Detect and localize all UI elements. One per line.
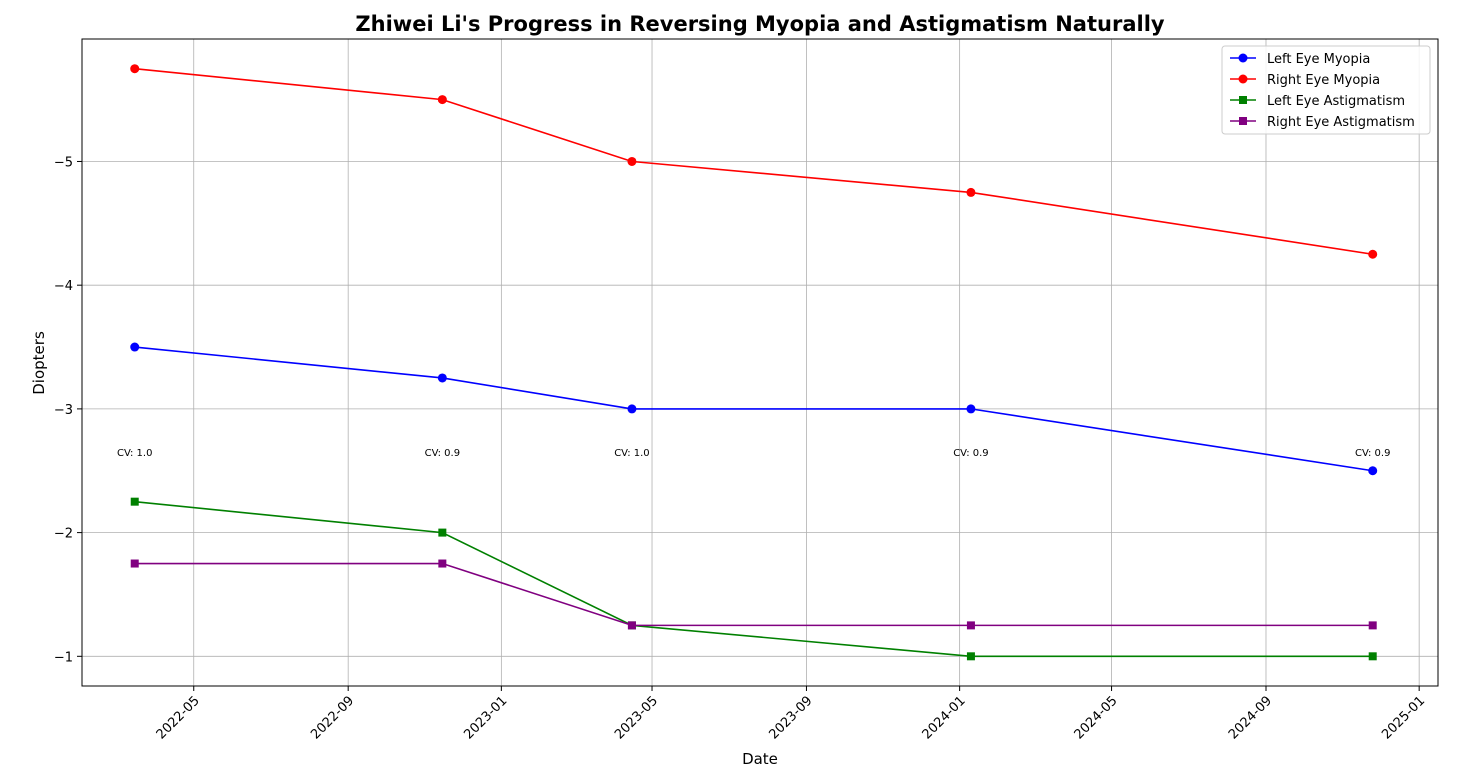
legend-marker — [1238, 53, 1248, 63]
y-tick-label: −5 — [54, 155, 73, 170]
data-point — [130, 64, 140, 74]
data-point — [130, 342, 140, 352]
data-point — [130, 559, 139, 568]
legend-label: Right Eye Astigmatism — [1267, 115, 1415, 130]
series-line-2 — [134, 500, 1373, 658]
series-lines — [130, 64, 1378, 661]
y-tick-label: −4 — [54, 279, 73, 294]
data-point — [438, 559, 447, 568]
x-axis-label: Date — [742, 750, 778, 768]
x-tick-label: 2023-09 — [766, 693, 815, 742]
y-tick-label: −2 — [54, 527, 73, 542]
cv-annotation: CV: 0.9 — [953, 448, 988, 459]
data-point — [966, 187, 976, 197]
data-point — [627, 156, 637, 166]
legend-frame — [1221, 45, 1431, 135]
data-point — [966, 404, 976, 414]
data-point — [1368, 249, 1378, 259]
data-point — [438, 528, 447, 537]
chart-title: Zhiwei Li's Progress in Reversing Myopia… — [355, 12, 1164, 36]
x-tick-label: 2022-05 — [154, 693, 203, 742]
x-tick-label: 2025-01 — [1379, 693, 1428, 742]
data-point — [1368, 621, 1377, 630]
y-tick-label: −3 — [54, 403, 73, 418]
legend-marker — [1239, 96, 1247, 104]
data-point — [1368, 466, 1378, 476]
cv-annotation: CV: 1.0 — [117, 448, 152, 459]
legend-label: Left Eye Myopia — [1267, 52, 1370, 67]
data-point — [627, 621, 636, 630]
legend-label: Right Eye Myopia — [1267, 73, 1380, 88]
data-point — [1368, 652, 1377, 661]
x-tick-label: 2024-01 — [920, 693, 969, 742]
y-tick-label: −1 — [54, 650, 73, 665]
cv-annotation: CV: 1.0 — [614, 448, 649, 459]
series-line-3 — [134, 562, 1373, 627]
cv-annotation: CV: 0.9 — [425, 448, 460, 459]
y-axis-label: Diopters — [30, 331, 48, 395]
data-point — [627, 404, 637, 414]
x-tick-label: 2023-05 — [612, 693, 661, 742]
legend-marker — [1239, 117, 1247, 125]
legend-marker — [1238, 74, 1248, 84]
data-point — [966, 652, 975, 661]
x-tick-label: 2024-05 — [1072, 693, 1121, 742]
data-point — [437, 373, 447, 383]
x-tick-label: 2023-01 — [461, 693, 510, 742]
plot-frame — [81, 38, 1439, 687]
data-point — [437, 95, 447, 105]
annotations: CV: 1.0 CV: 0.9 CV: 1.0 CV: 0.9 CV: 0.9 — [117, 448, 1390, 459]
x-tick-label: 2024-09 — [1226, 693, 1275, 742]
data-point — [130, 497, 139, 506]
data-point — [966, 621, 975, 630]
x-tick-label: 2022-09 — [308, 693, 357, 742]
cv-annotation: CV: 0.9 — [1355, 448, 1390, 459]
x-axis-ticks: 2022-05 2022-09 2023-01 2023-05 2023-09 2024-… — [154, 686, 1428, 742]
legend-label: Left Eye Astigmatism — [1267, 94, 1405, 109]
y-axis-ticks: −5 −4 −3 −2 −1 — [54, 155, 82, 665]
legend: Left Eye Myopia Right Eye Myopia Left Eye … — [1221, 45, 1431, 135]
